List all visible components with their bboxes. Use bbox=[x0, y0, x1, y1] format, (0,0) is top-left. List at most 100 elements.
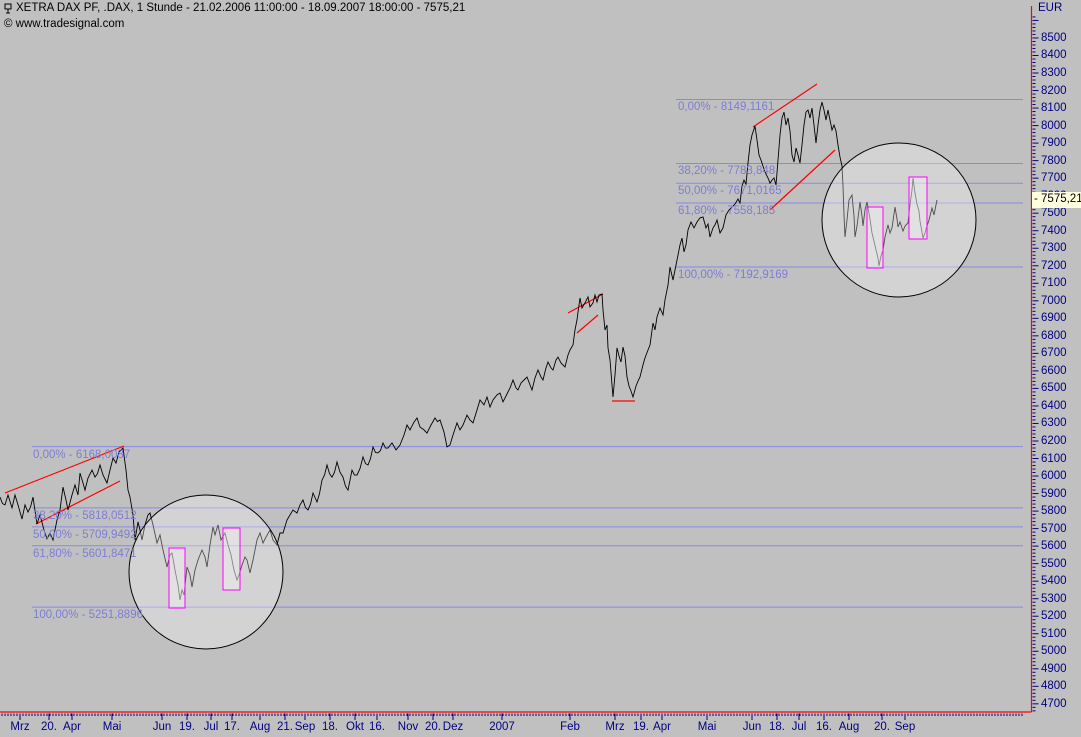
x-axis-label: Sep bbox=[894, 721, 916, 733]
x-axis-label: Jun bbox=[152, 721, 172, 733]
x-axis-label: 19. bbox=[179, 721, 195, 733]
x-axis-label: 17. bbox=[224, 721, 240, 733]
y-axis-label: 6900 bbox=[1041, 312, 1067, 325]
y-axis-label: 8300 bbox=[1041, 67, 1067, 79]
trendline[interactable] bbox=[576, 314, 599, 334]
y-axis-label: 7800 bbox=[1041, 154, 1067, 167]
y-axis-label: 7300 bbox=[1041, 242, 1067, 255]
x-axis-label: Aug bbox=[249, 721, 271, 733]
y-axis-label: 5300 bbox=[1041, 592, 1067, 605]
x-axis-label: Jul bbox=[791, 721, 807, 733]
x-axis-label: 16. bbox=[816, 721, 832, 733]
highlight-circle[interactable] bbox=[128, 494, 284, 650]
x-axis-label: Apr bbox=[653, 721, 671, 733]
x-axis-label: Mai bbox=[102, 721, 122, 733]
highlight-rect[interactable] bbox=[168, 547, 186, 609]
fib-level-label: 61,80% - 5601,8471 bbox=[33, 547, 137, 560]
fib-level-label: 0,00% - 6168,0087 bbox=[33, 448, 131, 461]
x-axis-label: 18. bbox=[322, 721, 338, 733]
fib-level-label: 50,00% - 7671,0165 bbox=[678, 185, 782, 198]
x-axis-label: Okt bbox=[346, 721, 364, 733]
y-axis-label: 7100 bbox=[1041, 277, 1067, 290]
y-axis-label: 7500 bbox=[1041, 207, 1067, 220]
x-axis-label: Mrz bbox=[605, 721, 625, 733]
x-axis-label: Apr bbox=[63, 721, 81, 733]
x-axis-label: Jul bbox=[203, 721, 219, 733]
y-axis-label: 8200 bbox=[1041, 84, 1067, 97]
y-axis-label: 7200 bbox=[1041, 259, 1067, 272]
highlight-circle[interactable] bbox=[821, 142, 977, 298]
y-axis-label: 4900 bbox=[1041, 662, 1067, 675]
price-axis[interactable] bbox=[1028, 0, 1081, 712]
y-axis-label: 6200 bbox=[1041, 434, 1067, 447]
y-axis-label: 7000 bbox=[1041, 294, 1067, 307]
x-axis-label: 18. bbox=[769, 721, 785, 733]
y-axis-label: 6400 bbox=[1041, 399, 1067, 412]
time-axis[interactable] bbox=[0, 712, 1028, 737]
trendline[interactable] bbox=[769, 149, 836, 211]
x-axis-label: Aug bbox=[838, 721, 860, 733]
y-axis-label: 4800 bbox=[1041, 680, 1067, 693]
y-axis-label: 5000 bbox=[1041, 645, 1067, 658]
fib-level-label: 38,20% - 7783,848 bbox=[678, 165, 776, 178]
x-axis-label: 20. bbox=[41, 721, 57, 733]
x-axis-label: 19. bbox=[633, 721, 649, 733]
y-axis-label: 5100 bbox=[1041, 627, 1067, 640]
y-axis-label: 6000 bbox=[1041, 470, 1067, 483]
trendline[interactable] bbox=[752, 83, 818, 128]
y-axis-label: 7900 bbox=[1041, 137, 1067, 150]
y-axis-label: 6700 bbox=[1041, 347, 1067, 360]
y-axis-label: 5600 bbox=[1041, 540, 1067, 553]
x-axis-label: Jun bbox=[742, 721, 762, 733]
y-axis-label: 4700 bbox=[1041, 697, 1067, 710]
y-axis-label: 6500 bbox=[1041, 382, 1067, 395]
y-axis-label: 8400 bbox=[1041, 49, 1067, 62]
y-axis-label: 5900 bbox=[1041, 487, 1067, 500]
chart-window-icon bbox=[4, 3, 12, 14]
highlight-rect[interactable] bbox=[222, 527, 241, 591]
y-axis-label: 6600 bbox=[1041, 364, 1067, 377]
y-axis-label: 8100 bbox=[1041, 102, 1067, 115]
x-axis-label: Mrz bbox=[10, 721, 30, 733]
fib-level-label: 50,00% - 5709,9492 bbox=[33, 528, 137, 541]
y-axis-label: 6100 bbox=[1041, 452, 1067, 465]
fib-level-label: 61,80% - 7558,185 bbox=[678, 204, 776, 217]
y-axis-label: 5800 bbox=[1041, 505, 1067, 518]
x-axis-label: Feb bbox=[560, 721, 580, 733]
y-axis-label: 8000 bbox=[1041, 119, 1067, 132]
last-price-tag: - 7575,21 bbox=[1032, 192, 1081, 208]
y-axis-label: 7400 bbox=[1041, 224, 1067, 237]
trendline[interactable] bbox=[35, 480, 121, 525]
highlight-rect[interactable] bbox=[908, 176, 928, 240]
x-axis-label: 21. bbox=[277, 721, 293, 733]
fib-level-label: 100,00% - 7192,9169 bbox=[678, 269, 788, 281]
fib-level-label: 0,00% - 8149,1161 bbox=[678, 101, 775, 114]
x-axis-label: 16. bbox=[369, 721, 385, 733]
y-axis-label: 5700 bbox=[1041, 522, 1067, 535]
y-axis-label: 8500 bbox=[1041, 31, 1067, 44]
y-axis-label: 6800 bbox=[1041, 329, 1067, 342]
y-axis-label: 5500 bbox=[1041, 557, 1067, 570]
x-axis-label: 20. bbox=[874, 721, 890, 733]
trendline[interactable] bbox=[4, 445, 125, 494]
fib-level-label: 38,20% - 5818,0512 bbox=[33, 509, 137, 522]
fib-level-label: 100,00% - 5251,8896 bbox=[33, 609, 143, 622]
window-title: XETRA DAX PF, .DAX, 1 Stunde - 21.02.200… bbox=[16, 2, 466, 14]
y-axis-label: 5200 bbox=[1041, 610, 1067, 623]
y-axis-label: 6300 bbox=[1041, 417, 1067, 430]
y-axis-unit-label: EUR bbox=[1038, 2, 1063, 14]
price-series-path bbox=[0, 101, 938, 600]
x-axis-label: 2007 bbox=[489, 721, 515, 733]
x-axis-label: 20. bbox=[425, 721, 441, 733]
highlight-rect[interactable] bbox=[866, 206, 884, 269]
y-axis-label: 7700 bbox=[1041, 172, 1067, 185]
y-axis-label: 5400 bbox=[1041, 575, 1067, 588]
x-axis-label: Mai bbox=[697, 721, 717, 733]
x-axis-label: Dez bbox=[442, 721, 464, 733]
x-axis-label: Sep bbox=[294, 721, 316, 733]
x-axis-label: Nov bbox=[397, 721, 419, 733]
trendline[interactable] bbox=[567, 293, 604, 314]
copyright-note: © www.tradesignal.com bbox=[4, 18, 125, 30]
